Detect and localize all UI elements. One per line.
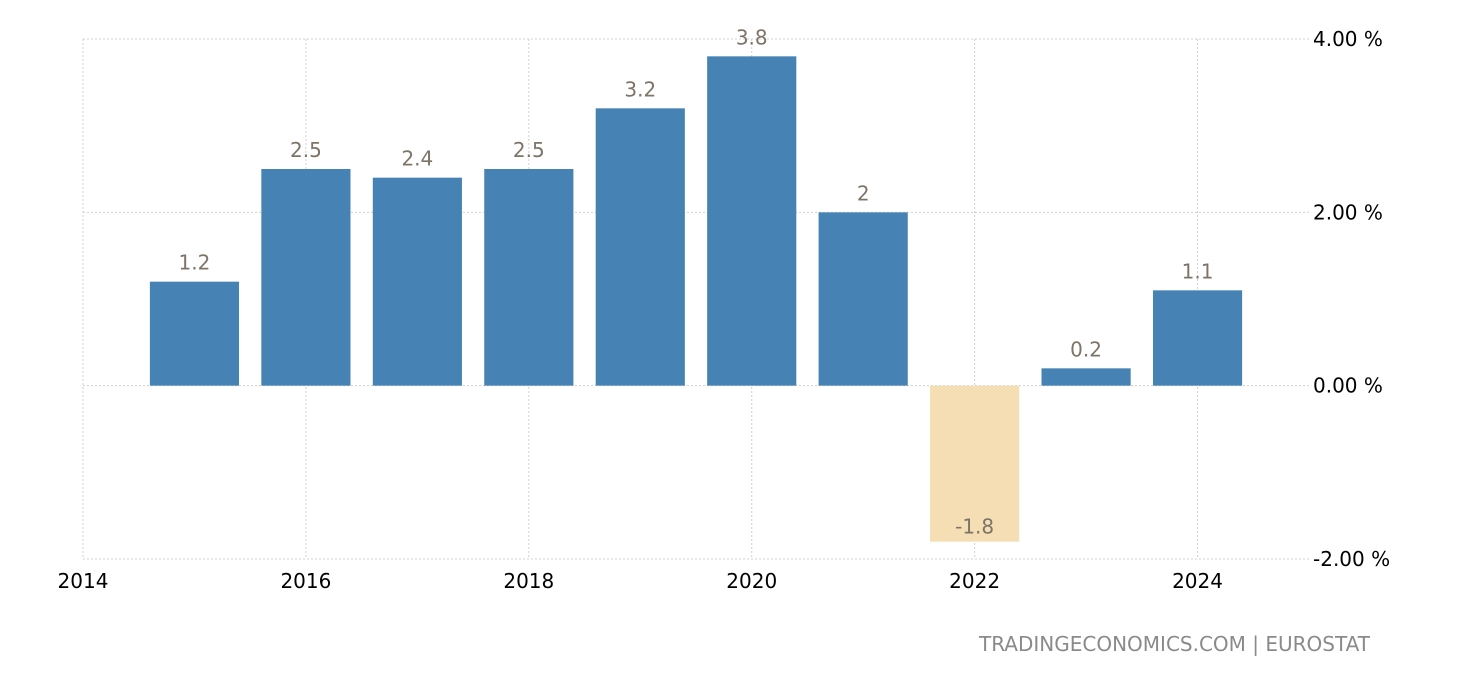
y-tick-label: 0.00 % [1313, 374, 1383, 398]
bar-2016 [261, 169, 351, 386]
data-label-2017: 2.4 [401, 147, 433, 171]
x-tick-label: 2022 [949, 569, 1000, 593]
bar-2019 [595, 108, 685, 386]
x-tick-label: 2020 [726, 569, 777, 593]
bar-2022 [930, 385, 1020, 542]
data-label-2018: 2.5 [513, 138, 545, 162]
bar-2017 [372, 177, 462, 386]
y-axis: 4.00 % 2.00 % 0.00 % -2.00 % [1313, 27, 1390, 571]
bar-2018 [484, 169, 574, 386]
x-tick-label: 2024 [1172, 569, 1223, 593]
x-tick-label: 2016 [280, 569, 331, 593]
data-labels: 1.2 2.5 2.4 2.5 3.2 3.8 2 -1.8 0.2 1.1 [179, 25, 1214, 538]
data-label-2016: 2.5 [290, 138, 322, 162]
x-axis: 2014 2016 2018 2020 2022 2024 [58, 569, 1223, 593]
bar-2023 [1041, 368, 1131, 386]
bar-2020 [707, 56, 797, 386]
bar-2024 [1152, 290, 1243, 386]
data-label-2021: 2 [857, 181, 870, 205]
bar-2021 [818, 212, 908, 386]
x-tick-label: 2018 [503, 569, 554, 593]
data-label-2015: 1.2 [179, 251, 211, 275]
data-label-2023: 0.2 [1070, 337, 1102, 361]
data-label-2022: -1.8 [955, 515, 994, 539]
data-label-2020: 3.8 [736, 25, 768, 49]
bars [149, 56, 1243, 542]
source-attribution: TRADINGECONOMICS.COM | EUROSTAT [978, 632, 1371, 656]
data-label-2024: 1.1 [1182, 259, 1214, 283]
data-label-2019: 3.2 [624, 77, 656, 101]
y-tick-label: 4.00 % [1313, 27, 1383, 51]
x-tick-label: 2014 [58, 569, 109, 593]
y-tick-label: -2.00 % [1313, 547, 1390, 571]
bar-2015 [149, 281, 240, 386]
y-tick-label: 2.00 % [1313, 200, 1383, 224]
